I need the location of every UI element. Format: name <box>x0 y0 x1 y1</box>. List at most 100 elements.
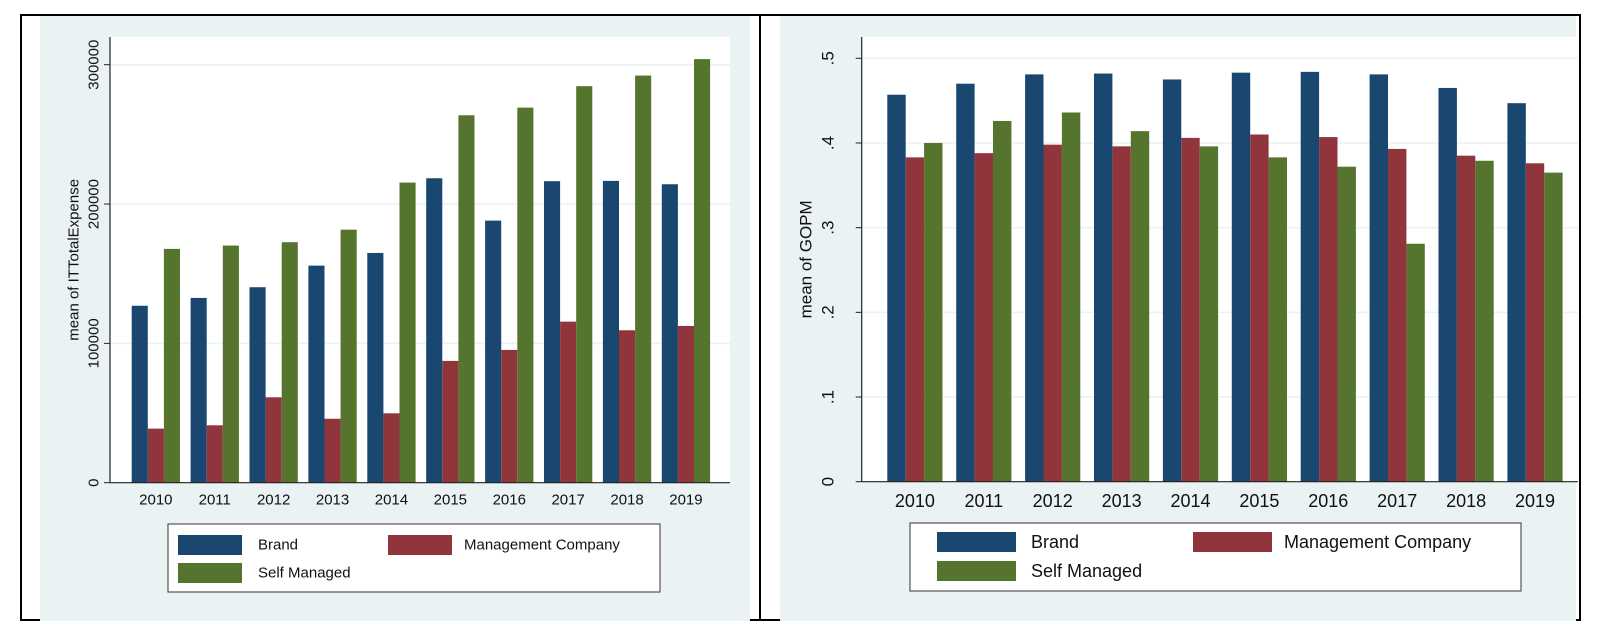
bar-self-managed-2013 <box>1130 131 1150 482</box>
bar-brand-2010 <box>887 94 906 482</box>
legend: Brand Management Company Self Managed <box>167 523 661 593</box>
bar-management-company-2017 <box>560 321 577 483</box>
bar-brand-2011 <box>190 297 207 483</box>
bar-self-managed-2011 <box>993 120 1012 482</box>
bar-self-managed-2016 <box>1337 166 1356 482</box>
bar-self-managed-2015 <box>458 115 475 483</box>
x-tick-label: 2018 <box>610 492 643 509</box>
bar-brand-2010 <box>131 305 148 483</box>
bar-management-company-2019 <box>1525 163 1545 482</box>
x-tick-label: 2011 <box>199 492 231 509</box>
bar-self-managed-2016 <box>517 107 534 483</box>
bar-management-company-2012 <box>1043 144 1062 482</box>
bar-brand-2017 <box>1369 74 1388 482</box>
x-tick-label: 2016 <box>1308 491 1348 511</box>
x-tick-label: 2011 <box>964 491 1003 511</box>
bar-brand-2018 <box>602 180 619 483</box>
bar-self-managed-2011 <box>222 245 239 483</box>
bar-management-company-2015 <box>442 360 459 483</box>
bar-self-managed-2012 <box>281 242 298 483</box>
y-tick-label: 300000 <box>86 40 103 90</box>
bar-self-managed-2014 <box>1199 146 1219 482</box>
legend-label-management-company: Management Company <box>464 537 620 554</box>
bar-brand-2013 <box>308 265 325 483</box>
bar-brand-2017 <box>544 181 561 483</box>
x-tick-label: 2014 <box>375 492 408 509</box>
panel-divider <box>759 14 761 621</box>
bar-management-company-2011 <box>974 153 993 482</box>
legend-label-management-company: Management Company <box>1284 532 1471 552</box>
bar-brand-2015 <box>1231 72 1251 482</box>
bar-self-managed-2013 <box>340 229 357 483</box>
x-tick-label: 2016 <box>493 492 526 509</box>
bar-management-company-2011 <box>206 425 223 483</box>
bar-self-managed-2017 <box>1406 243 1425 482</box>
x-tick-label: 2015 <box>434 492 467 509</box>
x-tick-label: 2017 <box>1377 491 1417 511</box>
bar-self-managed-2018 <box>1475 160 1494 482</box>
y-tick-label: 200000 <box>86 179 103 229</box>
legend-swatch-self-managed <box>937 561 1016 581</box>
bar-brand-2016 <box>485 220 502 483</box>
legend-swatch-management-company <box>1193 532 1272 552</box>
bar-self-managed-2012 <box>1061 112 1081 482</box>
legend-swatch-self-managed <box>178 563 242 583</box>
x-tick-label: 2012 <box>257 492 290 509</box>
it-total-expense-chart: 0 100000 200000 300000 mean of ITTotalExpens… <box>40 16 750 621</box>
bar-management-company-2019 <box>677 325 694 483</box>
bar-self-managed-2010 <box>924 142 943 482</box>
x-tick-label: 2013 <box>316 492 349 509</box>
bar-self-managed-2018 <box>635 75 652 483</box>
bar-management-company-2012 <box>265 397 282 483</box>
bar-brand-2013 <box>1094 73 1113 482</box>
legend-label-self-managed: Self Managed <box>1031 561 1142 581</box>
bar-brand-2019 <box>661 184 678 483</box>
bar-management-company-2013 <box>324 418 341 483</box>
x-tick-label: 2019 <box>669 492 702 509</box>
legend-label-self-managed: Self Managed <box>258 565 351 582</box>
bar-management-company-2010 <box>147 428 164 483</box>
x-tick-label: 2012 <box>1033 491 1073 511</box>
y-axis-title: mean of ITTotalExpense <box>66 179 83 341</box>
bar-brand-2014 <box>367 252 384 483</box>
bar-management-company-2016 <box>1319 137 1338 482</box>
y-tick-label: 0 <box>819 477 838 486</box>
bar-self-managed-2015 <box>1268 157 1287 482</box>
bar-management-company-2013 <box>1112 146 1131 482</box>
x-tick-label: 2019 <box>1515 491 1555 511</box>
bar-brand-2012 <box>249 287 266 483</box>
bar-management-company-2014 <box>1181 137 1200 482</box>
y-tick-label: 100000 <box>86 318 103 368</box>
y-tick-label: .5 <box>819 51 838 65</box>
bar-management-company-2015 <box>1250 134 1269 482</box>
x-tick-label: 2018 <box>1446 491 1486 511</box>
bar-self-managed-2014 <box>399 182 416 483</box>
bar-brand-2018 <box>1438 87 1457 482</box>
bar-brand-2014 <box>1162 79 1182 482</box>
x-tick-label: 2014 <box>1170 491 1210 511</box>
x-tick-label: 2015 <box>1239 491 1279 511</box>
bar-management-company-2014 <box>383 413 400 483</box>
x-tick-label: 2010 <box>895 491 935 511</box>
x-tick-label: 2017 <box>551 492 584 509</box>
bar-self-managed-2019 <box>694 59 711 483</box>
x-tick-label: 2010 <box>139 492 172 509</box>
legend-swatch-management-company <box>388 535 452 555</box>
bar-brand-2016 <box>1300 71 1320 482</box>
bar-management-company-2017 <box>1388 148 1407 482</box>
legend-label-brand: Brand <box>258 537 298 554</box>
x-tick-label: 2013 <box>1102 491 1142 511</box>
y-tick-label: .4 <box>819 136 838 150</box>
y-tick-label: .3 <box>819 221 838 235</box>
y-tick-label: .1 <box>819 390 838 404</box>
y-tick-label: 0 <box>86 479 103 487</box>
y-axis-title: mean of GOPM <box>797 200 816 318</box>
bar-brand-2012 <box>1025 74 1044 482</box>
bar-self-managed-2010 <box>163 248 180 483</box>
bar-brand-2015 <box>426 178 443 483</box>
bar-management-company-2010 <box>905 157 925 482</box>
bar-brand-2011 <box>956 83 975 482</box>
y-tick-label: .2 <box>819 305 838 319</box>
bar-management-company-2016 <box>501 349 518 483</box>
